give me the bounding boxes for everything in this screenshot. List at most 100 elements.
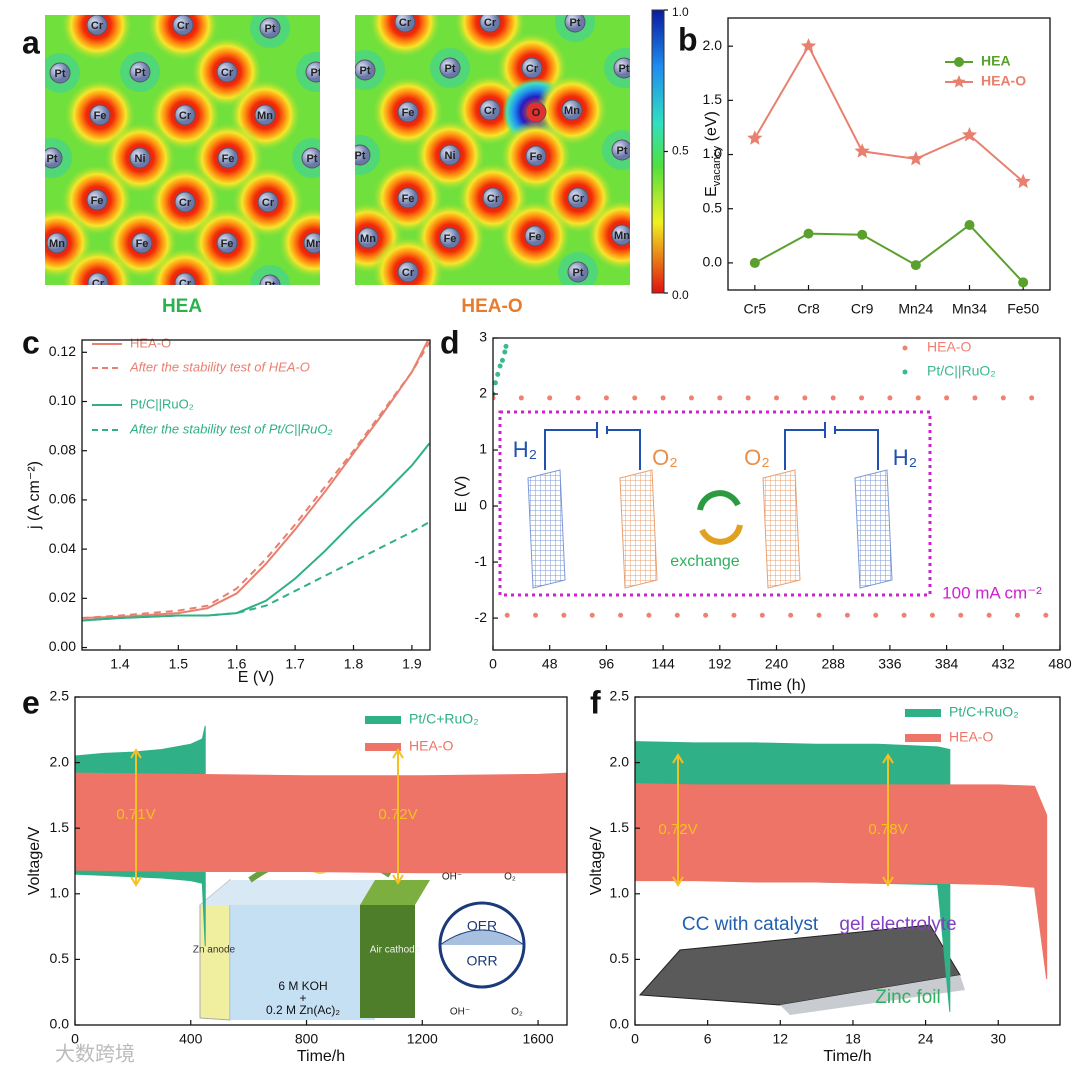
atom (397, 187, 419, 209)
plot-frame (74, 696, 568, 1026)
atom (613, 57, 630, 79)
data-point (703, 612, 709, 618)
dot-run (589, 612, 595, 618)
atom-label: Cr (221, 67, 234, 79)
annotation: gel electrolyte (839, 914, 956, 935)
data-point (575, 395, 581, 401)
data-point (759, 612, 765, 618)
data-point (561, 612, 567, 618)
x-tick-label: 1.9 (402, 656, 422, 672)
atom (357, 227, 379, 249)
y-tick-label: 0.02 (49, 589, 76, 605)
y-axis-label-part: E (V) (453, 476, 470, 512)
atom-label: Mn (49, 238, 65, 250)
y-tick-label: 0.00 (49, 638, 76, 654)
annotation: OER (467, 918, 497, 934)
legend-marker (902, 369, 908, 375)
data-point (1043, 612, 1049, 618)
atom (217, 147, 239, 169)
y-tick-label: 0 (479, 497, 487, 513)
electrode (527, 469, 566, 589)
atom-label: Cr (402, 267, 415, 279)
atom (524, 225, 546, 247)
atom-label: Fe (136, 238, 149, 250)
y-axis-label: Voltage/V (26, 826, 43, 895)
charge-blob (369, 15, 441, 58)
annotation: CC with catalyst (682, 914, 819, 935)
atom (129, 61, 151, 83)
atom (567, 187, 589, 209)
charge-blob (149, 247, 221, 285)
dot-run (830, 395, 836, 401)
y-axis-label: Voltage/V (588, 826, 605, 895)
data-point (816, 612, 822, 618)
atom (305, 61, 320, 83)
atom-label: Mn (257, 110, 273, 122)
dot-run (958, 612, 964, 618)
atom (439, 227, 461, 249)
y-tick-label: 0.12 (49, 343, 76, 359)
data-point (499, 357, 505, 363)
atom-label: Pt (307, 153, 318, 165)
voltage-band (635, 783, 1048, 980)
colorbar-tick-label: 0.5 (672, 144, 689, 158)
panel-label: b (678, 21, 698, 57)
charge-blob (61, 15, 133, 61)
y-axis-label: E (V) (453, 476, 470, 512)
dot-run (717, 395, 723, 401)
atom (397, 261, 419, 283)
y-tick-label: 0.5 (610, 950, 630, 966)
atom (525, 101, 547, 123)
y-tick-label: 3 (479, 329, 487, 345)
data-point (788, 612, 794, 618)
data-point (618, 612, 624, 618)
annotation: exchange (670, 553, 739, 570)
plot-area (753, 44, 1024, 284)
series-line (82, 341, 430, 620)
y-tick-label: 1.0 (610, 885, 630, 901)
charge-blob (372, 236, 444, 285)
x-tick-label: 0 (489, 656, 497, 672)
data-point (901, 612, 907, 618)
dot-run (1014, 612, 1020, 618)
gap-arrow (882, 753, 894, 887)
atom-label: Pt (265, 280, 276, 292)
data-point (844, 612, 850, 618)
atom (257, 191, 279, 213)
x-tick-label: 30 (990, 1031, 1006, 1047)
dot-run (674, 612, 680, 618)
x-tick-label: Mn34 (952, 301, 987, 317)
chart: 0.0 0.5 1.0 1.5 2.0 2.5 0 400 800 1200 1600 Time/h V… (26, 688, 568, 1065)
y-tick-label: 2.0 (703, 37, 723, 53)
marker (964, 219, 975, 230)
dot-run (499, 357, 505, 363)
y-tick-label: 0.5 (50, 950, 70, 966)
dot-run (503, 343, 509, 349)
marker (961, 127, 978, 142)
atom-label: Cr (92, 278, 105, 290)
data-point (589, 612, 595, 618)
panel-label: f (590, 684, 601, 720)
x-tick-label: 400 (179, 1031, 203, 1047)
atom (131, 232, 153, 254)
panel-label: c (22, 324, 40, 360)
legend-swatch (365, 743, 401, 751)
dot-run (533, 612, 539, 618)
x-tick-label: 1.6 (227, 656, 247, 672)
dot-run (603, 395, 609, 401)
dot-run (502, 349, 508, 355)
annotation: H₂ (893, 445, 917, 470)
atom (216, 61, 238, 83)
series-line (754, 223, 1024, 284)
data-point (1014, 612, 1020, 618)
annotation: Zinc foil (875, 987, 940, 1008)
atom-label: Mn (306, 238, 322, 250)
series-line (753, 44, 1024, 183)
data-point (929, 612, 935, 618)
legend-swatch (365, 716, 401, 724)
atom (45, 147, 63, 169)
atom-label: Cr (179, 110, 192, 122)
atom-label: Cr (572, 193, 585, 205)
